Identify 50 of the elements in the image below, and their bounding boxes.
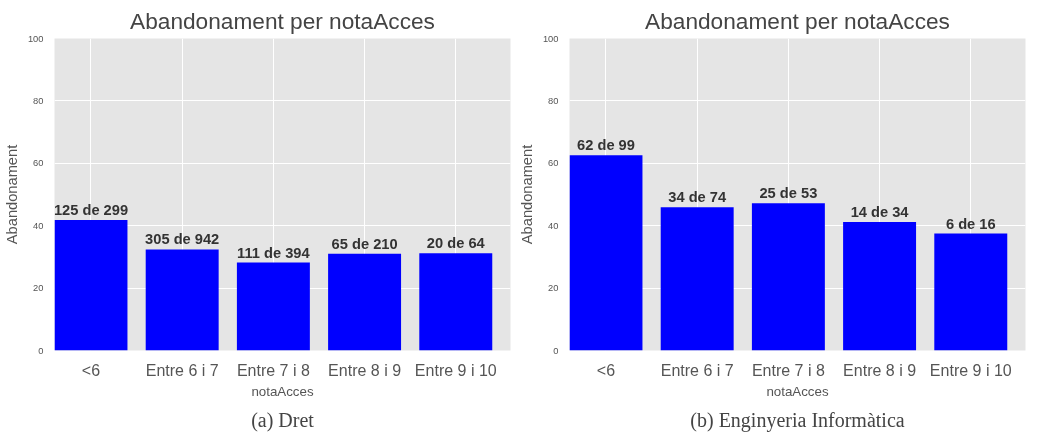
y-tick-label: 100 [542, 33, 559, 44]
bar [145, 249, 219, 351]
text: (a) Dret [251, 408, 315, 432]
annotation: 65 de 210 [331, 235, 398, 252]
annotation: 34 de 74 [668, 189, 727, 206]
bar [934, 233, 1008, 351]
x-tick-label: Entre 9 i 10 [929, 361, 1012, 379]
bar [54, 220, 128, 351]
x-tick-label: Entre 7 i 8 [236, 361, 310, 379]
y-axis-title: Abandonament [518, 144, 535, 245]
y-tick-label: 80 [548, 95, 559, 106]
y-axis-title: Abandonament [3, 144, 20, 245]
annotation: 20 de 64 [426, 235, 486, 252]
x-tick-label: Entre 6 i 7 [660, 361, 734, 379]
annotation: 14 de 34 [850, 203, 910, 220]
chart-title: Abandonament per notaAcces [130, 7, 435, 34]
bar [660, 207, 734, 351]
x-tick-label: Entre 8 i 9 [328, 361, 402, 379]
y-tick-label: 40 [33, 220, 44, 231]
annotation: 6 de 16 [945, 215, 996, 232]
bar [843, 221, 917, 351]
bar [328, 253, 402, 351]
x-tick-label: Entre 9 i 10 [414, 361, 497, 379]
y-tick-label: 0 [38, 345, 44, 356]
y-tick-label: 20 [548, 283, 559, 294]
annotation: 125 de 299 [53, 202, 129, 219]
annotation: 111 de 394 [237, 244, 311, 261]
text: (b) Enginyeria Informàtica [690, 408, 905, 432]
x-tick-label: Entre 8 i 9 [843, 361, 917, 379]
annotation: 305 de 942 [145, 231, 220, 248]
x-axis-title: notaAcces [251, 383, 314, 399]
bar [569, 155, 643, 351]
y-tick-label: 0 [553, 345, 559, 356]
y-tick-label: 20 [33, 283, 44, 294]
bar [236, 262, 310, 351]
x-tick-label: <6 [81, 361, 101, 379]
annotation: 25 de 53 [759, 185, 818, 202]
annotation: 62 de 99 [577, 137, 635, 154]
bar [419, 253, 493, 351]
y-tick-label: 60 [548, 158, 559, 169]
y-tick-label: 100 [27, 33, 44, 44]
x-tick-label: Entre 7 i 8 [751, 361, 825, 379]
y-tick-label: 40 [548, 220, 559, 231]
chart-title: Abandonament per notaAcces [645, 7, 950, 34]
y-tick-label: 60 [33, 158, 44, 169]
y-tick-label: 80 [33, 95, 44, 106]
x-tick-label: Entre 6 i 7 [145, 361, 219, 379]
x-axis-title: notaAcces [766, 383, 829, 399]
x-tick-label: <6 [596, 361, 616, 379]
bar [751, 203, 825, 351]
